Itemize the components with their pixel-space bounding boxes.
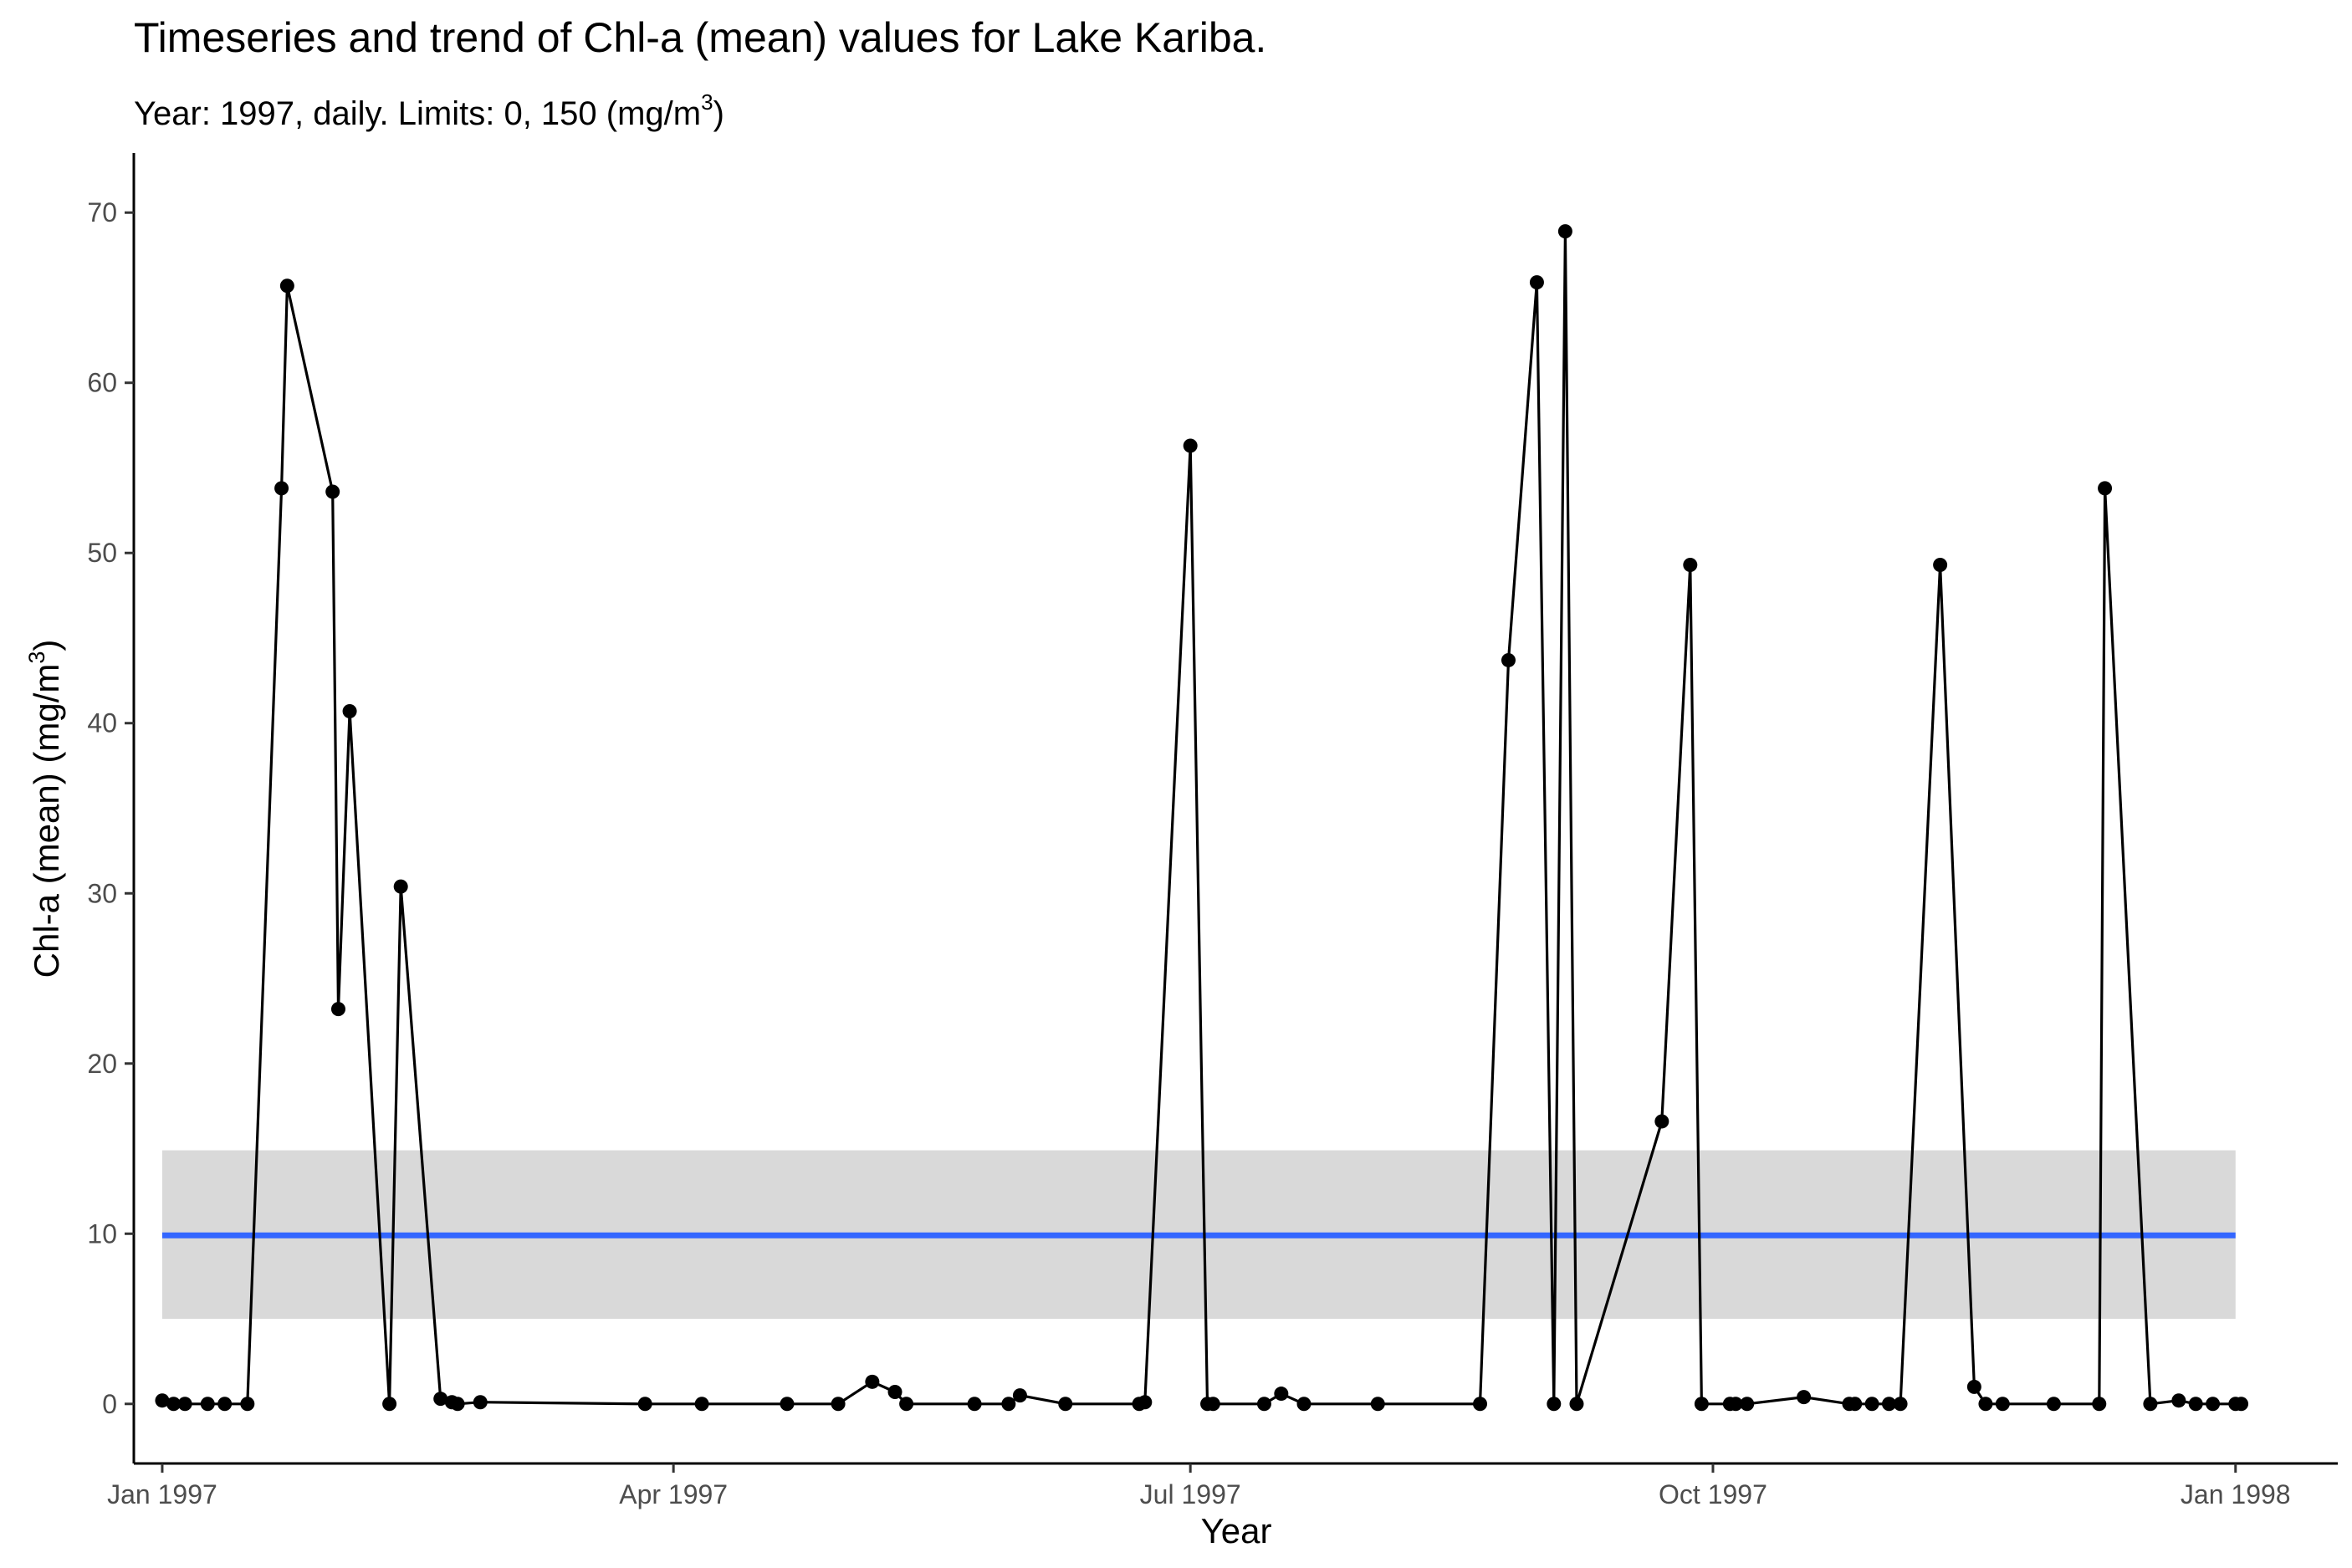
data-point — [1848, 1397, 1863, 1412]
chart-title: Timeseries and trend of Chl-a (mean) val… — [134, 14, 1267, 61]
y-tick-label: 50 — [87, 538, 117, 568]
data-point — [473, 1395, 488, 1410]
subtitle-superscript: 3 — [701, 89, 713, 115]
data-point — [831, 1397, 846, 1412]
y-axis-title-text: Chl-a (mean) (mg/m — [27, 664, 66, 978]
data-point — [433, 1392, 448, 1407]
data-point — [1501, 652, 1516, 667]
plot-layer — [155, 224, 2249, 1412]
data-point — [166, 1397, 182, 1412]
data-point — [1694, 1397, 1709, 1412]
data-point — [1138, 1395, 1153, 1410]
data-point — [1881, 1397, 1896, 1412]
chart-subtitle: Year: 1997, daily. Limits: 0, 150 (mg/m3… — [134, 77, 724, 139]
data-point — [1966, 1379, 1981, 1394]
data-point — [2234, 1397, 2249, 1412]
data-point — [1547, 1397, 1562, 1412]
data-point — [1256, 1397, 1271, 1412]
y-tick-label: 10 — [87, 1218, 117, 1249]
data-point — [780, 1397, 795, 1412]
data-point — [217, 1397, 233, 1412]
y-tick-label: 70 — [87, 197, 117, 227]
y-axis-title: Chl-a (mean) (mg/m3) — [24, 640, 66, 978]
x-tick-label: Jan 1998 — [2181, 1479, 2291, 1509]
x-tick-label: Oct 1997 — [1659, 1479, 1767, 1509]
data-point — [2171, 1393, 2186, 1408]
data-point — [1205, 1397, 1220, 1412]
y-tick-label: 60 — [87, 368, 117, 398]
series-line — [161, 230, 2242, 1406]
data-point — [2188, 1397, 2203, 1412]
data-point — [1728, 1397, 1743, 1412]
y-axis-title-end: ) — [27, 640, 66, 651]
data-point — [1557, 224, 1572, 239]
data-point — [2046, 1397, 2061, 1412]
y-tick-label: 0 — [102, 1389, 117, 1419]
subtitle-end: ) — [713, 95, 724, 132]
data-point — [899, 1397, 914, 1412]
data-point — [1183, 438, 1198, 453]
subtitle-text: Year: 1997, daily. Limits: 0, 150 (mg/m — [134, 95, 702, 132]
data-point — [1058, 1397, 1073, 1412]
data-point — [1933, 557, 1948, 572]
data-point — [887, 1385, 902, 1400]
data-point — [2092, 1397, 2107, 1412]
data-point — [967, 1397, 982, 1412]
data-point — [155, 1393, 170, 1408]
data-point — [240, 1397, 255, 1412]
data-point — [1001, 1397, 1016, 1412]
data-point — [1473, 1397, 1488, 1412]
x-tick-label: Apr 1997 — [619, 1479, 728, 1509]
data-point — [1296, 1397, 1311, 1412]
data-point — [382, 1397, 397, 1412]
y-tick-label: 40 — [87, 708, 117, 738]
x-tick-label: Jan 1997 — [107, 1479, 217, 1509]
data-point — [865, 1374, 880, 1389]
data-point — [1797, 1390, 1812, 1405]
data-point — [1864, 1397, 1879, 1412]
x-axis-title: Year — [1201, 1511, 1272, 1550]
data-point — [1274, 1387, 1289, 1402]
y-tick-label: 20 — [87, 1049, 117, 1079]
axis-layer: 0 10 20 30 40 50 60 70 Jan 1997 Apr 1997 Jul 1997 O… — [87, 197, 2290, 1509]
data-point — [1978, 1397, 1993, 1412]
data-point — [2098, 481, 2113, 496]
data-point — [1370, 1397, 1385, 1412]
data-point — [330, 1002, 345, 1017]
x-tick-label: Jul 1997 — [1140, 1479, 1241, 1509]
data-point — [1654, 1114, 1669, 1129]
data-point — [1893, 1397, 1908, 1412]
data-point — [279, 278, 294, 294]
data-point — [177, 1397, 192, 1412]
data-point — [1529, 275, 1544, 290]
data-point — [342, 704, 357, 719]
data-point — [2206, 1397, 2221, 1412]
data-point — [1012, 1388, 1027, 1403]
data-point — [393, 879, 408, 894]
data-point — [1995, 1397, 2010, 1412]
y-tick-label: 30 — [87, 878, 117, 908]
data-point — [694, 1397, 709, 1412]
data-point — [1740, 1397, 1755, 1412]
data-point — [274, 481, 289, 496]
data-point — [200, 1397, 215, 1412]
data-point — [637, 1397, 652, 1412]
data-point — [1569, 1397, 1584, 1412]
data-point — [325, 484, 340, 499]
data-point — [2143, 1397, 2158, 1412]
y-axis-title-superscript: 3 — [24, 651, 49, 664]
data-point — [450, 1397, 465, 1412]
data-point — [1683, 557, 1698, 572]
